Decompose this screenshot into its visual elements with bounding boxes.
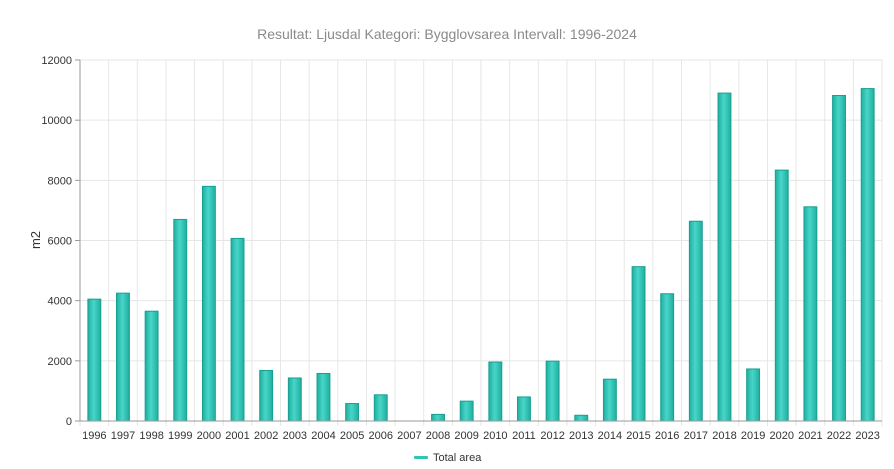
bar-2013[interactable]	[574, 414, 589, 422]
x-tick-label: 1998	[139, 430, 163, 442]
bar-2020[interactable]	[774, 169, 789, 422]
x-tick-label: 2005	[340, 430, 364, 442]
x-tick-label: 2018	[712, 430, 736, 442]
bar-2016[interactable]	[660, 293, 675, 422]
bar-2006[interactable]	[373, 394, 388, 422]
bar-1998[interactable]	[144, 310, 159, 422]
x-tick-label: 2002	[254, 430, 278, 442]
x-tick-label: 2008	[426, 430, 450, 442]
y-axis-label: m2	[28, 231, 43, 249]
x-tick-label: 1996	[82, 430, 106, 442]
x-tick-label: 2019	[741, 430, 765, 442]
bar-2000[interactable]	[201, 185, 216, 422]
y-tick-label: 6000	[48, 236, 72, 248]
bar-2012[interactable]	[545, 360, 560, 422]
bar-2003[interactable]	[287, 377, 302, 422]
x-tick-label: 2017	[684, 430, 708, 442]
x-tick-label: 2001	[225, 430, 249, 442]
bar-2010[interactable]	[488, 361, 503, 422]
grid-lines	[79, 59, 883, 426]
x-tick-label: 2011	[512, 430, 536, 442]
x-tick-label: 2003	[283, 430, 307, 442]
bar-1999[interactable]	[173, 218, 188, 422]
x-tick-label: 1997	[111, 430, 135, 442]
x-tick-label: 1999	[168, 430, 192, 442]
bar-2019[interactable]	[746, 368, 761, 422]
chart-title: Resultat: Ljusdal Kategori: Bygglovsarea…	[257, 26, 637, 42]
bar-2022[interactable]	[832, 94, 846, 422]
bar-2018[interactable]	[717, 92, 732, 422]
bar-2017[interactable]	[688, 220, 703, 422]
bar-2009[interactable]	[459, 400, 474, 422]
axes: 0 2000 4000 6000 8000 10000 12000 1996 1997 1998 1…	[41, 55, 882, 442]
legend[interactable]: Total area	[414, 452, 482, 464]
x-tick-label: 2022	[827, 430, 851, 442]
bar-2001[interactable]	[230, 237, 245, 422]
x-tick-label: 2004	[311, 430, 335, 442]
legend-swatch	[414, 456, 428, 459]
bar-2005[interactable]	[345, 403, 360, 422]
y-tick-label: 10000	[41, 115, 72, 127]
bar-1996[interactable]	[87, 298, 102, 422]
x-tick-label: 2020	[770, 430, 794, 442]
x-tick-label: 2006	[369, 430, 393, 442]
x-tick-label: 2009	[454, 430, 478, 442]
x-tick-label: 2012	[540, 430, 564, 442]
bar-2014[interactable]	[602, 378, 617, 422]
y-tick-label: 12000	[41, 55, 72, 67]
y-tick-label: 2000	[48, 356, 72, 368]
x-tick-label: 2000	[197, 430, 221, 442]
x-tick-label: 2013	[569, 430, 593, 442]
legend-label-total-area: Total area	[433, 452, 482, 464]
y-tick-label: 4000	[48, 296, 72, 308]
bar-2023[interactable]	[860, 88, 875, 422]
bar-2008[interactable]	[431, 413, 445, 422]
x-tick-label: 2021	[798, 430, 822, 442]
y-tick-label: 0	[66, 416, 72, 428]
y-tick-label: 8000	[48, 175, 72, 187]
x-tick-label: 2007	[397, 430, 421, 442]
x-tick-label: 2023	[855, 430, 879, 442]
bar-2015[interactable]	[631, 266, 646, 422]
x-tick-label: 2015	[626, 430, 650, 442]
bar-1997[interactable]	[116, 292, 130, 422]
bars	[87, 88, 875, 422]
x-tick-label: 2016	[655, 430, 679, 442]
x-tick-label: 2014	[598, 430, 622, 442]
bar-2011[interactable]	[517, 396, 531, 422]
x-tick-label: 2010	[483, 430, 507, 442]
bar-2021[interactable]	[803, 206, 818, 422]
bar-2004[interactable]	[316, 372, 331, 422]
bar-2002[interactable]	[259, 369, 274, 422]
